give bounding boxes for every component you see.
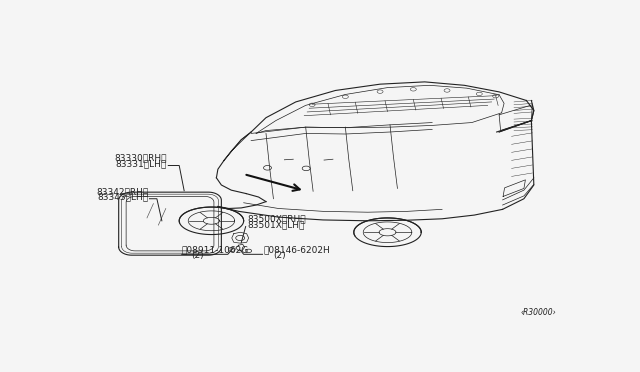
Text: 83342〈RH〉: 83342〈RH〉 bbox=[96, 187, 148, 196]
Text: ‹R30000›: ‹R30000› bbox=[520, 308, 556, 317]
Text: (2): (2) bbox=[273, 251, 286, 260]
Text: 83331〈LH〉: 83331〈LH〉 bbox=[116, 159, 167, 169]
Text: Ⓝ08146-6202H: Ⓝ08146-6202H bbox=[264, 245, 330, 254]
Text: 83330〈RH〉: 83330〈RH〉 bbox=[115, 154, 167, 163]
Text: 83343〈LH〉: 83343〈LH〉 bbox=[97, 193, 148, 202]
Text: 83500X〈RH〉: 83500X〈RH〉 bbox=[248, 215, 307, 224]
Text: (2): (2) bbox=[191, 251, 204, 260]
Text: 83501X〈LH〉: 83501X〈LH〉 bbox=[248, 220, 305, 230]
Text: ⓝ08911-1062G: ⓝ08911-1062G bbox=[182, 245, 249, 254]
